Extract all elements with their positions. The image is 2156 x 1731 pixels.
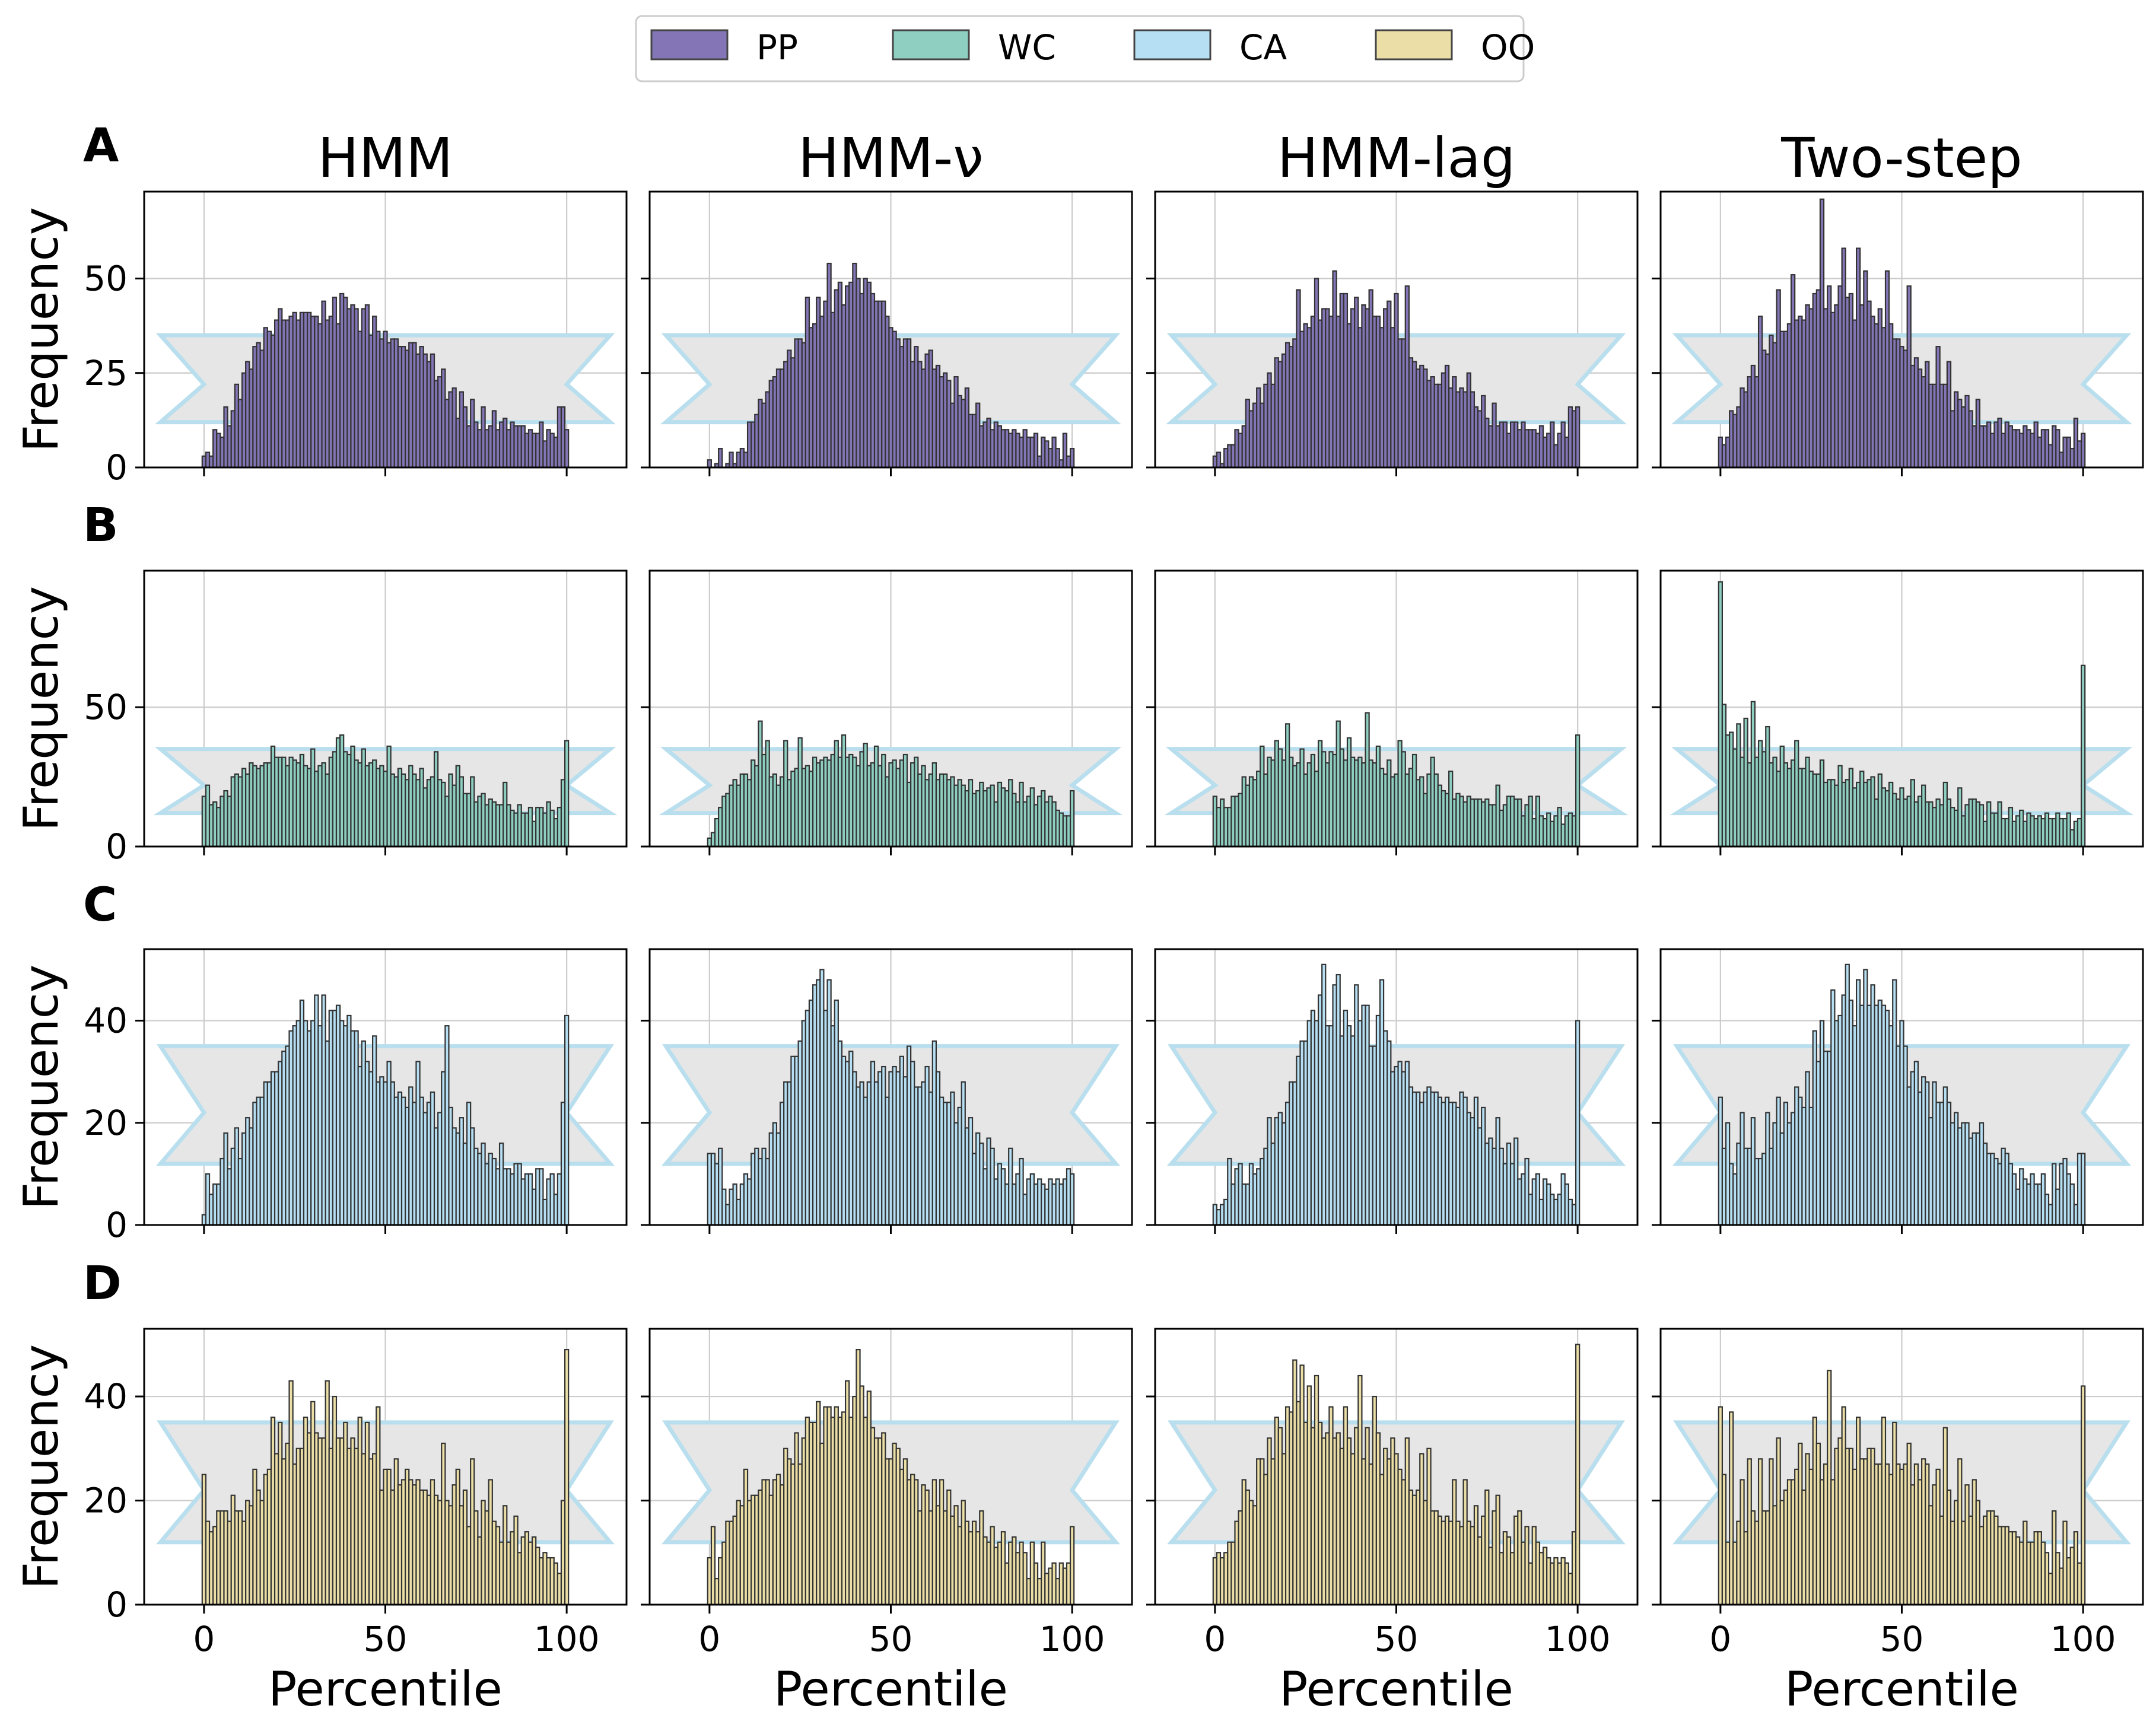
y-axis-label: Frequency — [14, 586, 69, 831]
y-axis-label: Frequency — [14, 965, 69, 1210]
legend-swatch-wc — [892, 29, 970, 61]
panel-letter-a: A — [83, 119, 119, 173]
panel-d-2: 0 50 100 Percentile — [641, 1328, 1133, 1717]
column-title-3: HMM-lag — [1277, 126, 1515, 190]
y-tick-label: 50 — [84, 259, 128, 299]
y-tick-label: 0 — [106, 1205, 128, 1245]
x-tick-label: 50 — [869, 1619, 913, 1659]
histogram-bar — [2080, 1385, 2086, 1606]
x-tick-label: 0 — [1204, 1619, 1226, 1659]
panel-b-4 — [1652, 569, 2144, 855]
panel-d-4: 0 50 100 Percentile — [1652, 1328, 2144, 1717]
panel-b-1: 0 50 B Frequency — [14, 499, 628, 867]
panel-d-3: 0 50 100 Percentile — [1146, 1328, 1639, 1717]
histogram-bar — [1069, 1526, 1075, 1606]
histogram-bar — [1575, 1344, 1581, 1606]
histogram-bar — [1575, 1020, 1581, 1226]
legend-label-wc: WC — [998, 27, 1056, 68]
x-tick-label: 0 — [698, 1619, 720, 1659]
panel-letter-b: B — [83, 499, 118, 552]
y-tick-label: 40 — [84, 1376, 128, 1417]
x-axis-label: Percentile — [1785, 1662, 2019, 1717]
x-tick-label: 50 — [1375, 1619, 1419, 1659]
x-tick-label: 100 — [1039, 1619, 1105, 1659]
histogram-bar — [1575, 734, 1581, 848]
y-tick-label: 0 — [106, 826, 128, 867]
histogram-bar — [2080, 1153, 2086, 1226]
histogram-bar — [564, 429, 570, 469]
panel-c-2 — [641, 948, 1133, 1234]
panel-b-3 — [1146, 569, 1639, 855]
legend-label-ca: CA — [1239, 27, 1287, 68]
y-tick-label: 20 — [84, 1481, 128, 1521]
histogram-bar — [564, 1014, 570, 1226]
legend: PP WC CA OO — [635, 15, 1535, 82]
x-tick-label: 0 — [193, 1619, 215, 1659]
histogram-bar — [707, 459, 713, 469]
panel-letter-d: D — [83, 1257, 122, 1310]
legend-swatch-oo — [1375, 29, 1453, 61]
legend-swatch-pp — [650, 29, 729, 61]
y-tick-label: 50 — [84, 687, 128, 727]
column-title-1: HMM — [318, 126, 453, 190]
y-tick-label: 40 — [84, 1001, 128, 1041]
panel-c-3 — [1146, 948, 1639, 1234]
x-tick-label: 100 — [1545, 1619, 1611, 1659]
y-tick-label: 0 — [106, 447, 128, 488]
y-tick-label: 25 — [84, 353, 128, 393]
histogram-bar — [1069, 790, 1075, 848]
legend-swatch-ca — [1133, 29, 1211, 61]
histogram-bar — [718, 448, 723, 469]
panel-a-4 — [1652, 190, 2144, 476]
panel-a-3 — [1146, 190, 1639, 476]
histogram-bar — [1069, 448, 1075, 469]
x-tick-label: 100 — [534, 1619, 600, 1659]
histogram-bar — [564, 740, 570, 848]
y-tick-label: 20 — [84, 1103, 128, 1143]
histogram-bar — [2080, 432, 2086, 469]
x-tick-label: 50 — [364, 1619, 408, 1659]
histogram-bar — [1575, 406, 1581, 469]
panel-a-1: 0 25 50 A Frequency — [14, 119, 628, 488]
x-axis-label: Percentile — [268, 1662, 503, 1717]
panel-b-2 — [641, 569, 1133, 855]
legend-label-oo: OO — [1481, 27, 1535, 68]
panel-a-2 — [641, 190, 1133, 476]
histogram-bar — [2080, 664, 2086, 848]
panel-c-4 — [1652, 948, 2144, 1234]
panels: HMM HMM-ν HMM-lag Two-step 0 25 50 A Frequency 0 5… — [14, 119, 2144, 1717]
histogram-bar — [1069, 1173, 1075, 1226]
column-title-2: HMM-ν — [798, 126, 984, 190]
y-axis-label: Frequency — [14, 207, 69, 452]
legend-label-pp: PP — [756, 27, 798, 68]
legend-frame — [635, 15, 1525, 82]
panel-letter-c: C — [83, 879, 117, 932]
x-tick-label: 100 — [2050, 1619, 2116, 1659]
x-axis-label: Percentile — [1279, 1662, 1513, 1717]
y-tick-label: 0 — [106, 1584, 128, 1625]
panel-d-1: 0 50 100 0 20 40 D Frequency Percentile — [14, 1257, 628, 1717]
x-axis-label: Percentile — [774, 1662, 1008, 1717]
column-title-4: Two-step — [1780, 126, 2022, 190]
histogram-bar — [564, 1348, 570, 1606]
x-tick-label: 0 — [1709, 1619, 1731, 1659]
panel-c-1: 0 20 40 C Frequency — [14, 879, 628, 1245]
x-tick-label: 50 — [1880, 1619, 1924, 1659]
y-axis-label: Frequency — [14, 1344, 69, 1589]
